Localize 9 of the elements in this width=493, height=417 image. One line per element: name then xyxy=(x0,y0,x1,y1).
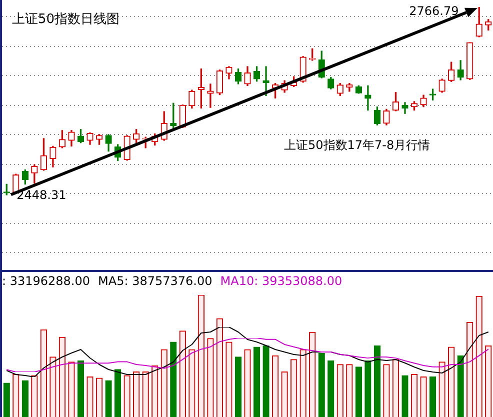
text: MA10: 39353088.00 xyxy=(220,274,342,288)
annotation: 2766.79 xyxy=(409,4,459,18)
chart-title: 上证50指数日线图 xyxy=(12,12,120,27)
text: : 33196288.00 xyxy=(2,274,90,288)
annotation: 上证50指数17年7-8月行情 xyxy=(284,138,430,152)
candlestick xyxy=(364,85,372,111)
annotation: 2448.31 xyxy=(16,188,66,202)
candlestick xyxy=(207,84,214,108)
text: MA5: 38757376.00 xyxy=(98,274,212,288)
